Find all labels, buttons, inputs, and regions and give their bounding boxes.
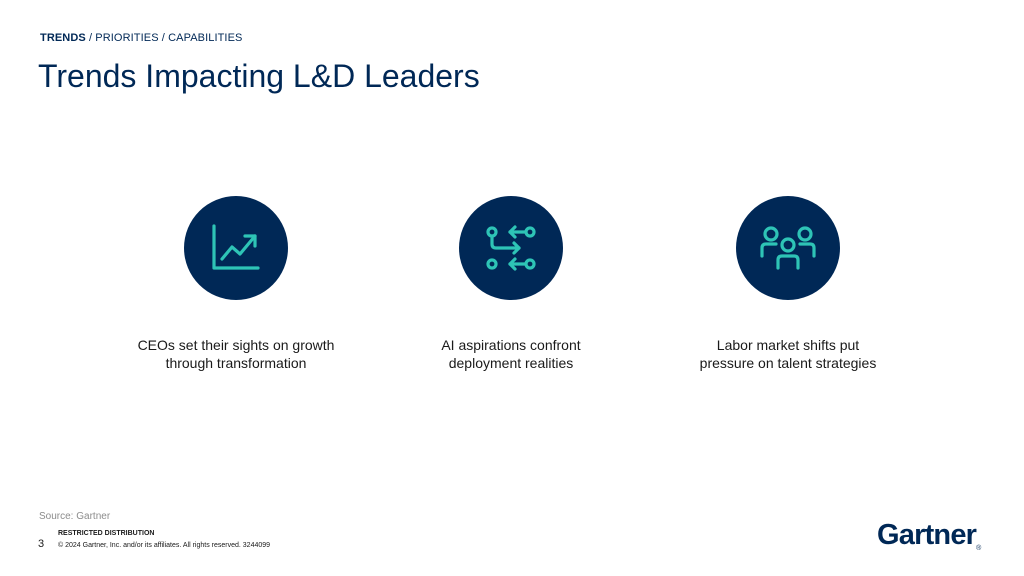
- breadcrumb-active: TRENDS: [40, 32, 86, 44]
- gartner-logo: Gartner®: [877, 519, 981, 552]
- trend-text-line2: through transformation: [165, 355, 307, 371]
- page-title: Trends Impacting L&D Leaders: [38, 58, 480, 94]
- trend-card-ai: AI aspirations confront deployment reali…: [391, 196, 631, 372]
- logo-text: Gartner: [877, 519, 977, 551]
- trend-icon-circle: [736, 196, 840, 300]
- trend-text: CEOs set their sights on growth through …: [116, 336, 356, 372]
- page-number: 3: [38, 538, 45, 550]
- logo-registered-mark: ®: [976, 545, 982, 552]
- trend-icon-circle: [459, 196, 563, 300]
- trend-card-labor: Labor market shifts put pressure on tale…: [668, 196, 908, 372]
- restricted-label: RESTRICTED DISTRIBUTION: [58, 530, 155, 537]
- growth-chart-icon: [212, 224, 260, 270]
- trend-text-line2: deployment realities: [448, 355, 574, 371]
- trend-text-line2: pressure on talent strategies: [699, 355, 877, 371]
- breadcrumb-rest: / PRIORITIES / CAPABILITIES: [85, 32, 243, 44]
- trend-text: AI aspirations confront deployment reali…: [391, 336, 631, 372]
- trend-text-line1: AI aspirations confront: [441, 337, 581, 353]
- breadcrumb: TRENDS / PRIORITIES / CAPABILITIES: [40, 32, 242, 44]
- trend-text-line1: CEOs set their sights on growth: [137, 337, 335, 353]
- trend-icon-circle: [184, 196, 288, 300]
- ai-flow-icon: [486, 225, 536, 271]
- people-group-icon: [760, 226, 816, 270]
- copyright-notice: © 2024 Gartner, Inc. and/or its affiliat…: [58, 542, 271, 549]
- trend-text: Labor market shifts put pressure on tale…: [668, 336, 908, 372]
- trend-text-line1: Labor market shifts put: [716, 337, 860, 353]
- trend-card-growth: CEOs set their sights on growth through …: [116, 196, 356, 372]
- source-note: Source: Gartner: [39, 511, 111, 522]
